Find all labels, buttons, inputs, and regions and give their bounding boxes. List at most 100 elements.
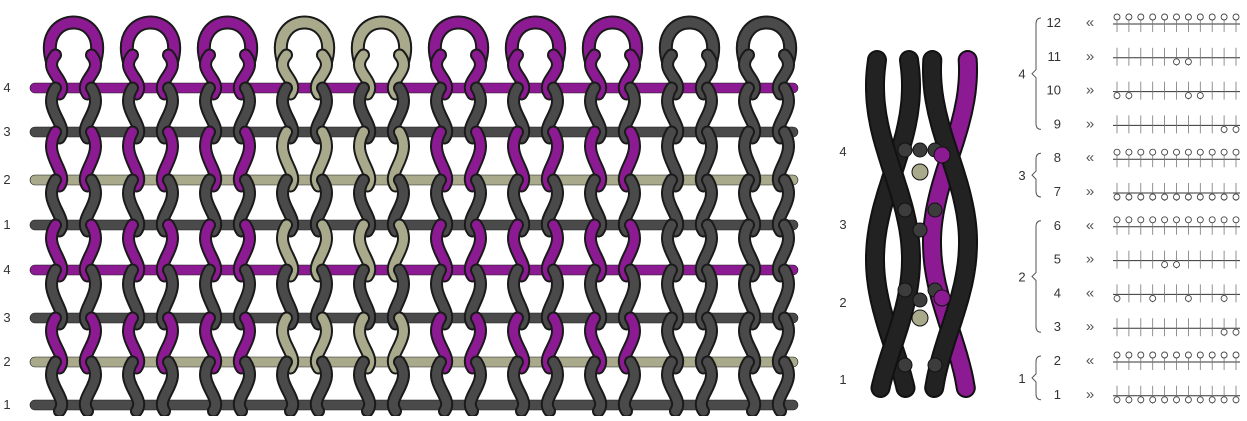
fabric-row-label: 3: [3, 124, 10, 139]
top-loop: [506, 17, 565, 65]
tuck-symbol: [1137, 216, 1145, 224]
tuck-symbol: [1137, 13, 1145, 21]
tuck-symbol: [1232, 216, 1240, 224]
group-bracket: [1031, 17, 1042, 130]
stitch-loop: [509, 357, 529, 416]
tuck-symbol: [1173, 13, 1180, 21]
notation-row-number: 10: [1047, 83, 1061, 98]
stitch-loop: [663, 357, 683, 416]
top-loop: [198, 17, 257, 65]
yarn-dot: [927, 202, 943, 218]
tuck-symbol: [1208, 148, 1216, 156]
tuck-symbol: [1220, 216, 1228, 224]
top-loop: [44, 17, 103, 65]
tuck-symbol: [1232, 328, 1240, 336]
notation-row-number: 8: [1054, 150, 1061, 165]
tuck-symbol: [1196, 396, 1204, 404]
tuck-symbol: [1232, 148, 1240, 156]
tuck-symbol: [1161, 193, 1169, 201]
tuck-symbol: [1173, 148, 1180, 156]
stitch-loop: [80, 357, 100, 416]
tuck-symbol: [1113, 148, 1121, 156]
tuck-symbol: [1113, 13, 1121, 21]
tuck-symbol: [1161, 148, 1169, 156]
tan-yarn-dot: [911, 163, 929, 181]
tuck-symbol: [1149, 216, 1157, 224]
tuck-symbol: [1220, 193, 1228, 201]
top-loop: [352, 17, 411, 65]
direction-arrow: »: [1086, 82, 1094, 99]
tuck-symbol: [1208, 351, 1216, 359]
tuck-symbol: [1184, 193, 1192, 201]
tuck-symbol: [1173, 396, 1180, 404]
stitch-loop: [773, 357, 793, 416]
fabric-row-label: 3: [3, 310, 10, 325]
tuck-symbol: [1232, 125, 1240, 133]
stitch-loop: [696, 357, 716, 416]
direction-arrow: »: [1086, 115, 1094, 132]
tuck-symbol: [1113, 351, 1121, 359]
tuck-symbol: [1173, 261, 1180, 269]
cross-section-illustration: [865, 50, 978, 398]
tuck-symbol: [1208, 13, 1216, 21]
notation-row-number: 9: [1054, 116, 1061, 131]
group-label: 4: [1018, 67, 1025, 82]
tuck-symbol: [1196, 351, 1204, 359]
tuck-symbol: [1220, 148, 1228, 156]
tuck-symbol: [1161, 351, 1169, 359]
stitch-loop: [311, 357, 331, 416]
direction-arrow: »: [1086, 48, 1094, 65]
yarn-dot: [897, 282, 913, 298]
notation-row-number: 7: [1054, 184, 1061, 199]
tuck-symbol: [1125, 351, 1133, 359]
notation-row-number: 4: [1054, 285, 1061, 300]
tuck-symbol: [1125, 216, 1133, 224]
tuck-symbol: [1232, 351, 1240, 359]
top-loop: [660, 17, 719, 65]
tuck-symbol: [1184, 58, 1192, 66]
stitch-notation-chart: 12 « 11 » 10 » 9 » 8 « 7 » 6 « 5 » 4 « 3 » 2 « 1 » 4 3 2 1: [1018, 13, 1240, 404]
stitch-loop: [586, 357, 606, 416]
direction-arrow: «: [1086, 352, 1094, 369]
tuck-symbol: [1208, 216, 1216, 224]
tuck-symbol: [1113, 193, 1121, 201]
twisted-strand: [867, 52, 919, 396]
direction-arrow: «: [1086, 217, 1094, 234]
tuck-symbol: [1161, 216, 1169, 224]
tuck-symbol: [1220, 294, 1228, 302]
yarn-dot: [897, 357, 913, 373]
fabric-row-label: 2: [3, 172, 10, 187]
notation-row-number: 6: [1054, 218, 1061, 233]
tuck-symbol: [1184, 148, 1192, 156]
tuck-symbol: [1149, 396, 1157, 404]
group-label: 2: [1018, 270, 1025, 285]
tuck-symbol: [1125, 148, 1133, 156]
yarn-dot: [912, 222, 928, 238]
tuck-symbol: [1113, 396, 1121, 404]
tuck-symbol: [1161, 396, 1169, 404]
tuck-symbol: [1184, 351, 1192, 359]
group-bracket: [1031, 220, 1042, 333]
tuck-symbol: [1137, 193, 1145, 201]
notation-row-number: 1: [1054, 387, 1061, 402]
stitch-loop: [157, 357, 177, 416]
tuck-symbol: [1173, 216, 1180, 224]
tuck-symbol: [1137, 396, 1145, 404]
fabric-row-label: 4: [3, 80, 10, 95]
group-label: 1: [1018, 371, 1025, 386]
notation-row-number: 3: [1054, 319, 1061, 334]
yarn-dot: [912, 142, 928, 158]
stitch-loop: [355, 357, 375, 416]
tan-yarn-dot: [911, 309, 929, 327]
tuck-symbol: [1208, 396, 1216, 404]
tuck-symbol: [1220, 13, 1228, 21]
top-loop: [121, 17, 180, 65]
cross-section-label: 3: [839, 217, 846, 232]
tuck-symbol: [1196, 148, 1204, 156]
tuck-symbol: [1149, 148, 1157, 156]
stitch-loop: [740, 357, 760, 416]
tuck-symbol: [1149, 193, 1157, 201]
tuck-symbol: [1208, 193, 1216, 201]
notation-row-number: 5: [1054, 252, 1061, 267]
